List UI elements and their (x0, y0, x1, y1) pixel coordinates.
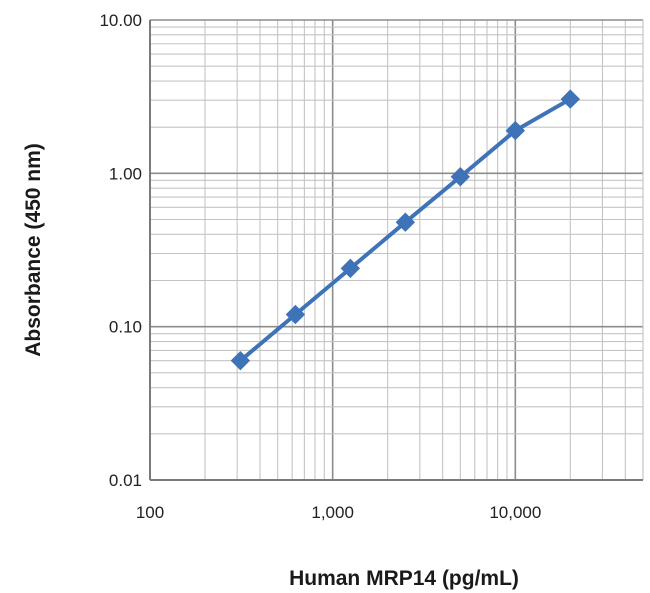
axes (149, 20, 643, 481)
tick-labels: 100 1,000 10,000 0.01 0.10 1.00 10.00 (99, 11, 541, 522)
y-tick-label: 0.10 (109, 318, 142, 337)
data-point-marker (450, 167, 471, 187)
data-point-marker (340, 258, 361, 279)
x-tick-label: 10,000 (489, 503, 541, 522)
y-tick-label: 0.01 (109, 471, 142, 490)
data-point-marker (560, 89, 581, 109)
data-point-marker (285, 304, 306, 325)
series-layer (230, 89, 581, 371)
data-point-marker (230, 350, 251, 371)
data-point-marker (505, 120, 526, 141)
y-axis-title: Absorbance (450 nm) (22, 143, 45, 357)
y-tick-label: 10.00 (99, 11, 142, 30)
data-point-marker (395, 212, 416, 232)
x-axis-title: Human MRP14 (pg/mL) (289, 567, 519, 590)
y-tick-label: 1.00 (109, 164, 142, 183)
grid (149, 19, 644, 481)
x-tick-label: 100 (136, 503, 164, 522)
x-tick-label: 1,000 (311, 503, 354, 522)
